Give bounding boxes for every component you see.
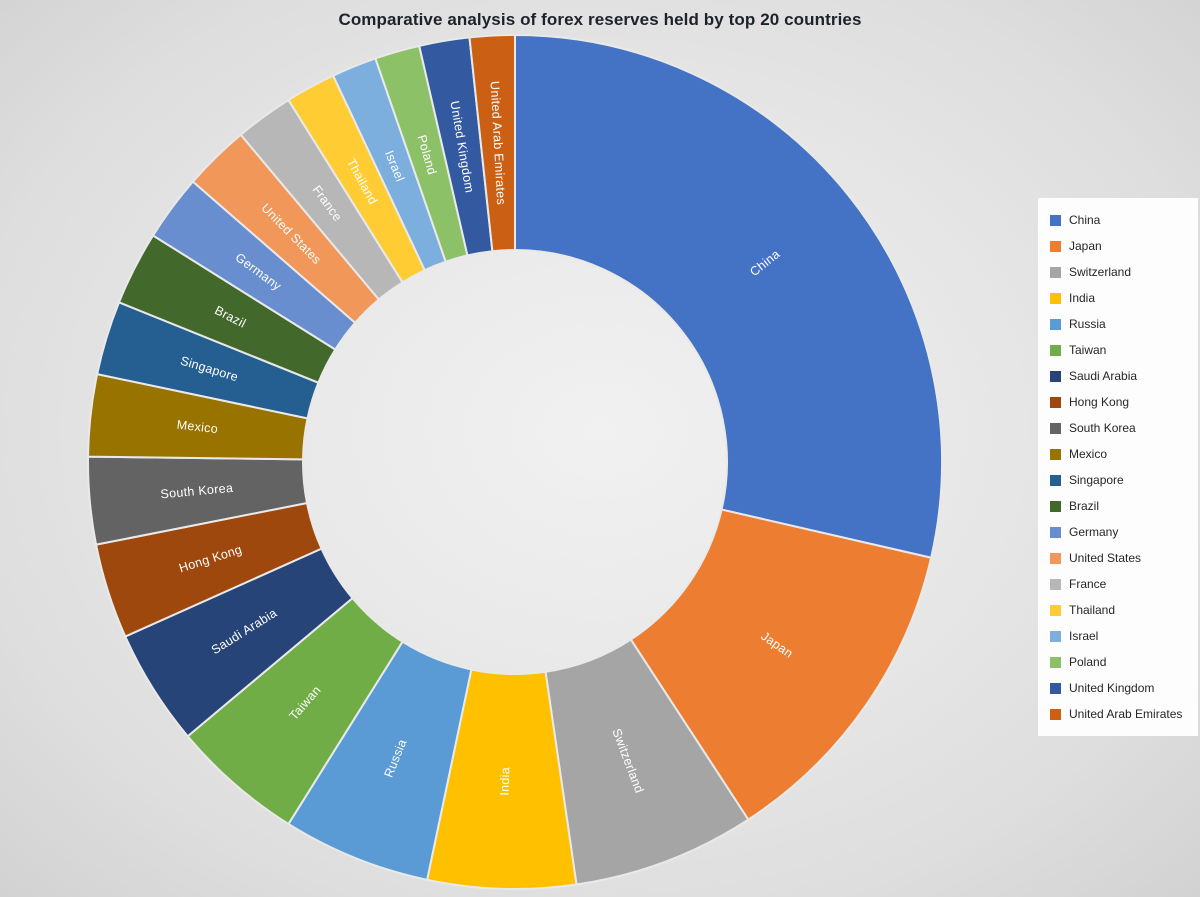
donut-slice-japan — [629, 508, 933, 821]
legend-label: United States — [1069, 551, 1142, 565]
legend-swatch-icon — [1050, 578, 1061, 590]
legend-swatch-icon — [1050, 708, 1061, 720]
legend-item-thailand: Thailand — [1050, 597, 1192, 623]
legend-swatch-icon — [1050, 682, 1061, 694]
legend-item-poland: Poland — [1050, 649, 1192, 675]
legend-swatch-icon — [1050, 214, 1061, 226]
legend-swatch-icon — [1050, 500, 1061, 512]
legend-item-united-arab-emirates: United Arab Emirates — [1050, 701, 1192, 727]
legend-item-germany: Germany — [1050, 519, 1192, 545]
legend-item-russia: Russia — [1050, 311, 1192, 337]
legend-swatch-icon — [1050, 604, 1061, 616]
legend-label: Israel — [1069, 629, 1099, 643]
legend-swatch-icon — [1050, 630, 1061, 642]
legend-label: Singapore — [1069, 473, 1124, 487]
legend-swatch-icon — [1050, 422, 1061, 434]
legend-item-united-states: United States — [1050, 545, 1192, 571]
legend-item-taiwan: Taiwan — [1050, 337, 1192, 363]
legend-item-south-korea: South Korea — [1050, 415, 1192, 441]
legend-label: Poland — [1069, 655, 1107, 669]
legend-swatch-icon — [1050, 656, 1061, 668]
legend-label: Russia — [1069, 317, 1106, 331]
legend-swatch-icon — [1050, 474, 1061, 486]
chart-legend: China Japan Switzerland India Russia Taiwan Sa… — [1038, 198, 1198, 736]
legend-label: South Korea — [1069, 421, 1136, 435]
legend-swatch-icon — [1050, 396, 1061, 408]
legend-swatch-icon — [1050, 344, 1061, 356]
legend-label: Hong Kong — [1069, 395, 1130, 409]
legend-swatch-icon — [1050, 370, 1061, 382]
legend-item-japan: Japan — [1050, 233, 1192, 259]
slice-label-south-korea: South Korea — [160, 481, 234, 502]
legend-label: United Kingdom — [1069, 681, 1155, 695]
legend-swatch-icon — [1050, 526, 1061, 538]
legend-item-switzerland: Switzerland — [1050, 259, 1192, 285]
legend-item-brazil: Brazil — [1050, 493, 1192, 519]
legend-label: Mexico — [1069, 447, 1108, 461]
legend-swatch-icon — [1050, 292, 1061, 304]
donut-slice-china — [514, 34, 943, 559]
legend-label: United Arab Emirates — [1069, 707, 1183, 721]
legend-swatch-icon — [1050, 318, 1061, 330]
legend-swatch-icon — [1050, 552, 1061, 564]
legend-item-mexico: Mexico — [1050, 441, 1192, 467]
legend-item-saudi-arabia: Saudi Arabia — [1050, 363, 1192, 389]
legend-swatch-icon — [1050, 448, 1061, 460]
legend-item-hong-kong: Hong Kong — [1050, 389, 1192, 415]
legend-label: India — [1069, 291, 1096, 305]
legend-swatch-icon — [1050, 240, 1061, 252]
legend-label: China — [1069, 213, 1101, 227]
legend-label: Thailand — [1069, 603, 1116, 617]
legend-label: France — [1069, 577, 1107, 591]
legend-label: Brazil — [1069, 499, 1100, 513]
legend-item-france: France — [1050, 571, 1192, 597]
legend-item-china: China — [1050, 207, 1192, 233]
legend-label: Germany — [1069, 525, 1119, 539]
legend-swatch-icon — [1050, 266, 1061, 278]
legend-label: Japan — [1069, 239, 1102, 253]
slice-label-mexico: Mexico — [176, 418, 219, 436]
legend-label: Taiwan — [1069, 343, 1107, 357]
legend-label: Switzerland — [1069, 265, 1132, 279]
legend-label: Saudi Arabia — [1069, 369, 1138, 383]
donut-slice-united-arab-emirates — [468, 33, 516, 253]
slice-label-india: India — [498, 767, 513, 796]
legend-item-india: India — [1050, 285, 1192, 311]
legend-item-israel: Israel — [1050, 623, 1192, 649]
legend-item-singapore: Singapore — [1050, 467, 1192, 493]
chart-title: Comparative analysis of forex reserves h… — [338, 10, 862, 29]
slice-label-united-arab-emirates: United Arab Emirates — [488, 81, 509, 206]
legend-item-united-kingdom: United Kingdom — [1050, 675, 1192, 701]
